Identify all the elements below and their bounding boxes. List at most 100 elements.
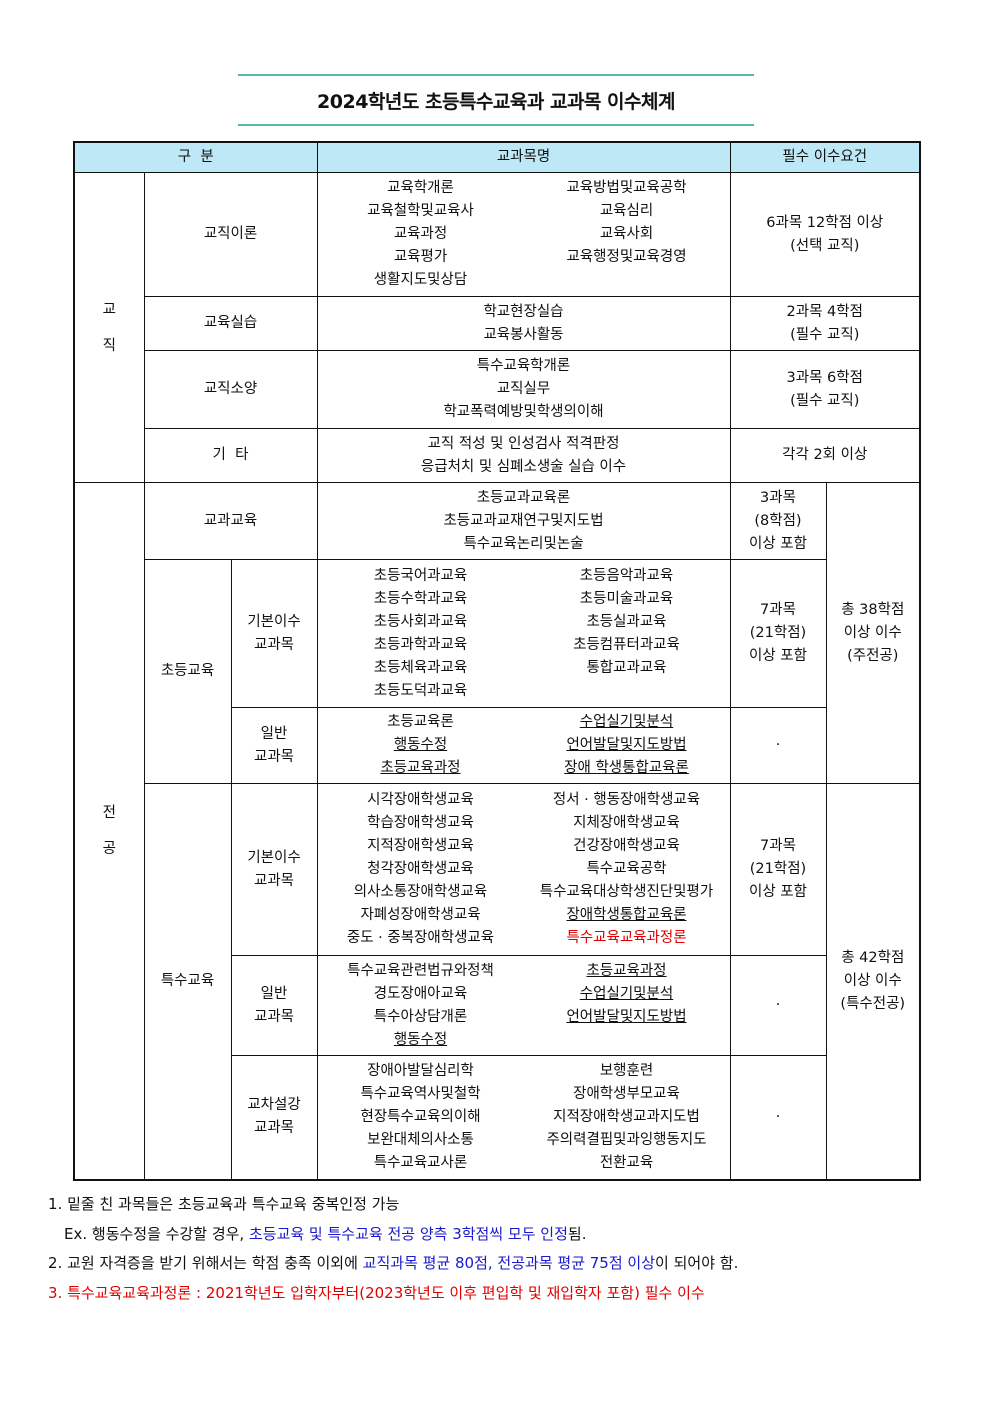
requirement: 7과목 (21학점) 이상 포함 [729,559,827,708]
note-emphasis: 초등교육 및 특수교육 전공 양측 3학점씩 모두 인정 [248,1224,568,1243]
course-item: 통합교과교육 [586,657,666,680]
text-line: 교과목 [253,1120,295,1137]
course-item: 초등음악과교육 [580,565,673,588]
course-item: 초등교과교육론 [318,487,730,510]
course-name: 학교폭력예방및학생의이해 [443,404,604,420]
course-name: 현장특수교육의이해 [360,1108,481,1125]
course-item: 주의력결핍및과잉행동지도 [546,1129,706,1152]
course-name: 시각장애학생교육 [367,792,474,808]
course-list: 학교현장실습 교육봉사활동 [316,296,731,351]
course-name: 보완대체의사소통 [367,1131,474,1148]
course-name: 초등컴퓨터과교육 [573,636,680,653]
row-label: 교육실습 [143,296,318,351]
requirement: · [729,955,827,1056]
course-item: 보행훈련 [600,1060,653,1083]
course-name: 주의력결핍및과잉행동지도 [546,1131,707,1148]
table-row: 교육실습 학교현장실습 교육봉사활동 2과목 4학점 (필수 교직) [74,296,921,351]
text-line: 3과목 [760,489,796,506]
course-name: 특수교육교육과정론 [566,930,687,946]
text-line: 총 38학점 [841,601,905,618]
course-item: 의사소통장애학생교육 [354,881,487,904]
course-name: 특수교육논리및논술 [463,535,584,552]
subgroup-special: 특수교육 [143,783,232,1180]
course-name: 장애 학생통합교육론 [564,760,689,776]
course-name: 교육평가 [393,249,448,265]
course-item: 특수교육학개론 [318,355,730,378]
row-label: 일반 교과목 [230,955,318,1056]
course-item: 지적장애학생교육 [367,835,474,858]
title-banner: 2024학년도 초등특수교육과 교과목 이수체계 [238,74,754,126]
course-name: 생활지도및상담 [373,272,468,288]
requirement: 7과목 (21학점) 이상 포함 [729,783,827,956]
course-name: 교육방법및교육공학 [566,180,687,196]
note-text: 이 되어야 함. [655,1254,739,1272]
course-name: 장애학생부모교육 [573,1085,680,1102]
course-item: 초등사회과교육 [374,611,467,634]
course-name: 특수교육학개론 [476,358,571,374]
text-line: · [775,997,781,1013]
note-text: 2. 교원 자격증을 받기 위해서는 학점 충족 이외에 [48,1254,363,1272]
course-item: 학교폭력예방및학생의이해 [318,401,730,424]
course-list: 장애아발달심리학 특수교육역사및철학 현장특수교육의이해 보완대체의사소통 특수교육교사… [316,1055,731,1180]
text-line: (21학점) [749,861,807,877]
requirement: · [729,707,827,784]
text-line: (특수전공) [840,995,906,1012]
course-item: 특수교육역사및철학 [360,1083,480,1106]
requirement: 3과목 (8학점) 이상 포함 [729,482,827,560]
course-list: 초등교육론 행동수정 초등교육과정 수업실기및분석 언어발달및지도방법 장애 학생통합교육… [316,707,731,784]
course-item: 특수교육교육과정론 [566,927,686,950]
text-line: 이상 이수 [843,624,902,641]
course-name: 전환교육 [599,1154,654,1171]
course-item: 특수교육관련법규와정책 [347,960,494,983]
table-row: 교차설강 교과목 장애아발달심리학 특수교육역사및철학 현장특수교육의이해 보완대체의사… [74,1055,920,1180]
course-name: 학습장애학생교육 [367,815,474,831]
course-name: 특수교육공학 [586,861,667,877]
total-special: 총 42학점 이상 이수 (특수전공) [825,783,921,1180]
course-name: 특수교육교사론 [373,1154,468,1171]
text-line: 각각 2회 이상 [782,447,868,463]
course-name: 특수아상담개론 [373,1008,468,1025]
table-row: 교직소양 특수교육학개론 교직실무 학교폭력예방및학생의이해 3과목 6학점 (필수 … [74,350,921,429]
course-name: 학교현장실습 [483,303,564,320]
course-name: 초등과학과교육 [373,636,468,653]
course-name: 특수교육관련법규와정책 [347,962,494,979]
course-name: 초등체육과교육 [373,659,468,676]
text-line: 총 42학점 [841,949,905,966]
course-list: 초등교과교육론 초등교과교재연구및지도법 특수교육논리및논술 [316,482,731,560]
course-name: 교직 적성 및 인성검사 적격판정 [427,435,620,452]
course-item: 초등교육론 [387,711,454,734]
course-item: 초등교육과정 [380,757,460,780]
table-row: 특수교육 기본이수 교과목 시각장애학생교육 학습장애학생교육 지적장애학생교육 청각장… [74,783,921,1180]
course-item: 특수아상담개론 [374,1006,467,1029]
course-name: 초등수학과교육 [373,590,468,607]
course-name: 중도 · 중복장애학생교육 [346,930,495,946]
notes: 1. 밑줄 친 과목들은 초등교육과 특수교육 중복인정 가능 Ex. 행동수정… [48,1190,738,1308]
course-item: 생활지도및상담 [374,269,467,292]
course-item: 교육행정및교육경영 [566,246,686,269]
text-line: 교차설강 [247,1097,301,1114]
course-name: 통합교과교육 [586,659,667,676]
course-name: 교직실무 [496,381,551,397]
course-item: 행동수정 [394,1029,447,1052]
course-item: 청각장애학생교육 [367,858,474,881]
course-item: 자폐성장애학생교육 [360,904,480,927]
course-item: 초등국어과교육 [374,565,467,588]
course-item: 초등과학과교육 [374,634,467,657]
requirement: · [729,1055,827,1180]
course-name: 행동수정 [393,737,448,753]
course-item: 초등교육과정 [586,960,666,983]
course-item: 수업실기및분석 [580,711,673,734]
course-name: 수업실기및분석 [579,714,674,730]
course-name: 초등실과교육 [586,613,667,630]
subgroup-elementary: 초등교육 [143,559,232,784]
course-item: 응급처치 및 심폐소생술 실습 이수 [318,456,730,479]
course-item: 현장특수교육의이해 [360,1106,480,1129]
text-line: 이상 포함 [749,535,807,552]
